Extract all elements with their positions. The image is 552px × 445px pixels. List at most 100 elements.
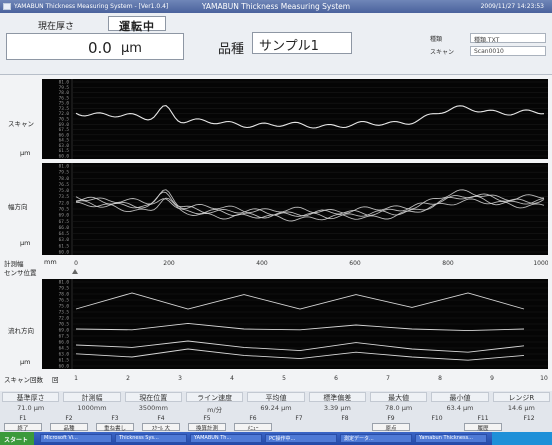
y-tick-label: 75.0 [59,101,70,107]
fkey-button[interactable]: 原点 [372,423,410,432]
x-tick-label: 800 [442,260,454,267]
fkey-label: F12 [523,415,535,422]
fkey-label: F10 [431,415,443,422]
y-tick-label: 64.5 [59,346,70,352]
current-thickness-display: 0.0 μm [6,33,184,60]
stat-label: 基準厚さ [2,392,60,402]
y-tick-label: 64.5 [59,138,70,144]
stat-label: 計測幅 [63,392,121,402]
fkey-button[interactable]: ﾒﾆｭｰ [234,423,272,432]
current-thickness-unit: μm [121,41,142,56]
y-tick-label: 61.5 [59,148,70,154]
x-tick-label: 200 [163,260,175,267]
stat-label: 最大値 [370,392,428,402]
taskbar-item[interactable]: Microsoft Vi... [40,434,112,443]
fkey-label: F9 [387,415,395,422]
flow-panel-label: 流れ方向 [8,327,34,335]
width-trace-line [75,197,545,222]
scan-chart: 81.079.578.076.575.073.572.070.569.067.5… [42,79,548,159]
fkey-label: F4 [157,415,165,422]
width-trace-line [75,189,545,214]
info-value-0: 種類.TXT [470,33,546,44]
sensor-position-label: センサ位置 [4,269,37,277]
app-icon [3,3,11,10]
y-tick-label: 66.0 [59,340,70,346]
header-panel: 現在厚さ 運転中 0.0 μm 品種 サンプル1 種類 種類.TXT スキャン … [0,13,552,75]
width-chart: 81.079.578.076.575.073.572.070.569.067.5… [42,163,548,255]
stat-label: 平均値 [247,392,305,402]
flow-trace-line [75,322,525,332]
scan-tick-label: 1 [74,375,78,382]
chart-area: スキャン μm 81.0 79.5 78.0 76.5 75.0 73.5 72.0 70.5… [0,75,552,391]
y-tick-label: 60.0 [59,154,70,160]
scan-tick-label: 3 [178,375,182,382]
y-tick-label: 73.5 [59,194,70,200]
taskbar-item[interactable]: PC操作中... [265,434,337,443]
stat-value: 63.4 μm [446,404,474,412]
scan-tick-label: 10 [540,375,548,382]
status-indicator: 運転中 [108,16,166,33]
scan-tick-label: 7 [386,375,390,382]
info-label-1: スキャン [430,49,455,56]
taskbar-item[interactable]: Thickness Sys... [115,434,187,443]
fkey-button[interactable]: 換算計測 [188,423,226,432]
product-name[interactable]: サンプル1 [252,32,352,54]
flow-chart: 81.079.578.076.575.073.572.070.569.067.5… [42,279,548,369]
y-tick-label: 69.0 [59,122,70,128]
scan-tick-label: 4 [230,375,234,382]
stat-label: 最小値 [431,392,489,402]
y-tick-label: 66.0 [59,225,70,231]
y-tick-label: 81.0 [59,280,70,286]
measure-width-unit: mm [44,258,57,266]
y-tick-label: 76.5 [59,298,70,304]
y-tick-label: 69.0 [59,213,70,219]
fkey-button[interactable]: ｽｹｰﾙ 大 [142,423,180,432]
scan-panel-unit: μm [20,149,31,157]
stat-value: 1000mm [77,404,107,412]
fkey-label: F5 [203,415,211,422]
stat-label: レンジR [492,392,550,402]
y-tick-label: 67.5 [59,127,70,133]
fkey-label: F3 [111,415,119,422]
scan-count-unit: 回 [52,376,59,384]
y-tick-label: 61.5 [59,243,70,249]
scan-panel-label: スキャン [8,120,34,128]
y-tick-label: 66.0 [59,132,70,138]
y-tick-label: 76.5 [59,95,70,101]
width-panel-unit: μm [20,239,31,247]
width-trace-line [75,195,545,220]
taskbar-item[interactable]: 測定データ... [340,434,412,443]
y-tick-label: 60.0 [59,364,70,370]
y-tick-label: 79.5 [59,286,70,292]
stat-value: 3.39 μm [323,404,351,412]
flow-trace-line [75,340,525,353]
y-tick-label: 61.5 [59,358,70,364]
y-tick-label: 78.0 [59,292,70,298]
x-tick-label: 400 [256,260,268,267]
y-tick-label: 70.5 [59,322,70,328]
y-tick-label: 63.0 [59,237,70,243]
taskbar-item[interactable]: Yamabun Thickness... [415,434,487,443]
scan-tick-label: 5 [282,375,286,382]
x-tick-label: 600 [349,260,361,267]
y-tick-label: 63.0 [59,143,70,149]
scan-tick-label: 9 [490,375,494,382]
window-title: YAMABUN Thickness Measuring System [201,2,351,11]
product-label: 品種 [218,42,245,57]
scan-tick-label: 2 [126,375,130,382]
flow-trace-line [75,348,525,361]
fkey-button[interactable]: 終了 [4,423,42,432]
fkey-label: F11 [477,415,489,422]
stat-value: 71.0 μm [17,404,45,412]
current-thickness-value: 0.0 [88,39,112,57]
fkey-button[interactable]: 重ね書し [96,423,134,432]
taskbar-item[interactable]: YAMABUN Th... [190,434,262,443]
width-panel-label: 幅方向 [8,203,28,211]
start-button[interactable]: スタート [0,432,34,445]
y-tick-label: 69.0 [59,328,70,334]
y-tick-label: 67.5 [59,219,70,225]
stat-label: 現在位置 [124,392,182,402]
fkey-button[interactable]: 履歴 [464,423,502,432]
y-tick-label: 78.0 [59,176,70,182]
fkey-button[interactable]: 品種 [50,423,88,432]
